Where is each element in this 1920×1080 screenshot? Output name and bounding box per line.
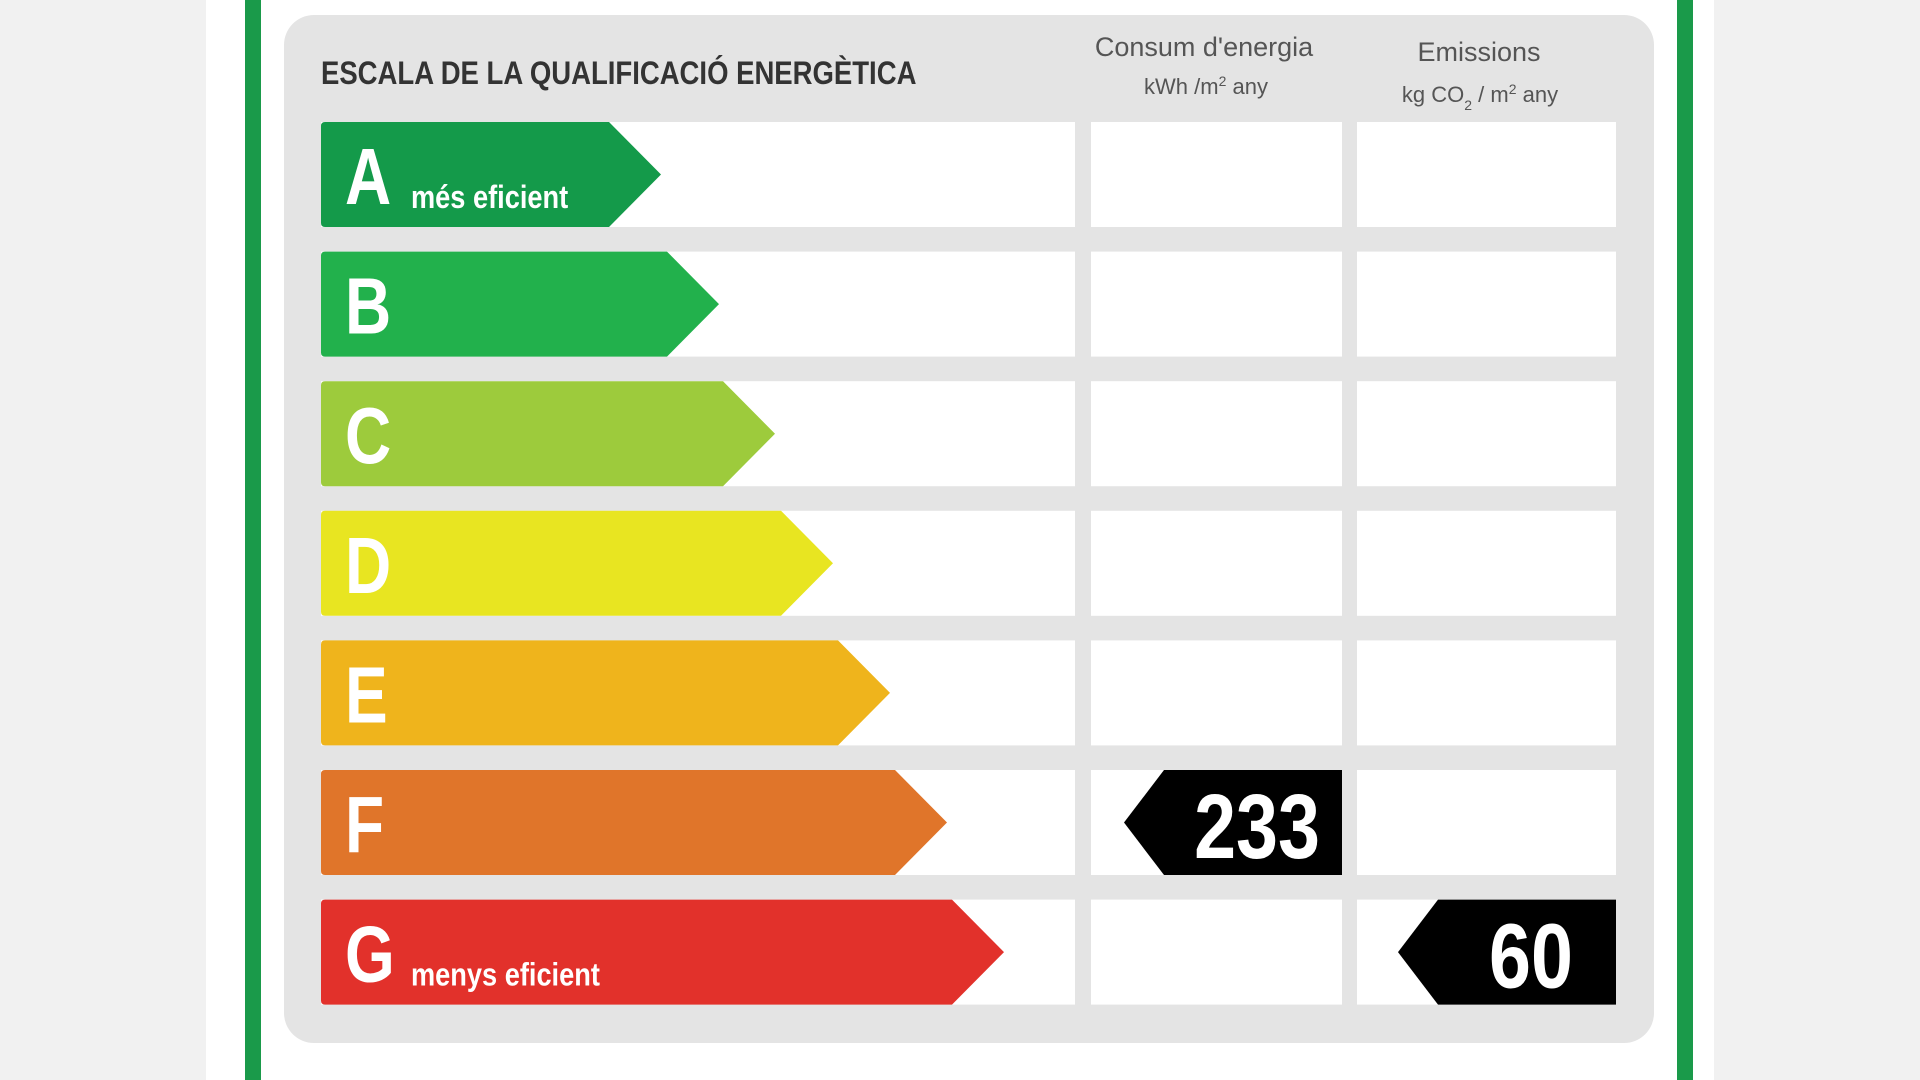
class-arrow bbox=[321, 381, 775, 487]
unit-part: kg CO bbox=[1402, 82, 1464, 107]
cell bbox=[1091, 510, 1342, 616]
cell bbox=[1357, 770, 1616, 875]
column-unit: kWh /m2 any bbox=[1144, 73, 1268, 99]
class-arrow bbox=[321, 251, 719, 357]
cell bbox=[1357, 251, 1616, 357]
class-letter: B bbox=[345, 262, 391, 351]
class-letter: E bbox=[345, 651, 388, 740]
class-letter: D bbox=[345, 521, 391, 610]
class-letter: G bbox=[345, 910, 395, 999]
class-arrow bbox=[321, 122, 661, 227]
cell bbox=[1091, 122, 1342, 227]
green-border bbox=[245, 0, 261, 1080]
class-arrow bbox=[321, 899, 1004, 1005]
class-label: menys eficient bbox=[411, 958, 600, 994]
unit-part: / m bbox=[1472, 82, 1509, 107]
cell bbox=[1357, 122, 1616, 227]
cell bbox=[1091, 640, 1342, 746]
unit-part: any bbox=[1517, 82, 1559, 107]
unit-part: any bbox=[1226, 74, 1268, 99]
rating-marker bbox=[1398, 899, 1616, 1005]
green-border bbox=[1677, 0, 1693, 1080]
unit-part: kWh /m bbox=[1144, 74, 1219, 99]
class-letter: C bbox=[345, 391, 391, 480]
cell bbox=[1357, 510, 1616, 616]
class-letter: A bbox=[345, 132, 391, 221]
rating-marker bbox=[1124, 770, 1342, 875]
cell bbox=[1091, 381, 1342, 487]
column-heading: Emissions bbox=[1417, 37, 1540, 67]
cell bbox=[1091, 251, 1342, 357]
class-arrow bbox=[321, 770, 947, 875]
class-arrow bbox=[321, 640, 890, 746]
cell bbox=[1091, 899, 1342, 1005]
title: ESCALA DE LA QUALIFICACIÓ ENERGÈTICA bbox=[321, 55, 916, 91]
unit-part: 2 bbox=[1219, 73, 1227, 89]
column-heading: Consum d'energia bbox=[1095, 32, 1314, 62]
cell bbox=[1357, 381, 1616, 487]
rating-value: 233 bbox=[1194, 775, 1320, 878]
class-label: més eficient bbox=[411, 180, 568, 216]
unit-part: 2 bbox=[1464, 97, 1472, 113]
rating-value: 60 bbox=[1489, 904, 1573, 1007]
class-arrow bbox=[321, 510, 833, 616]
cell bbox=[1357, 640, 1616, 746]
class-letter: F bbox=[345, 780, 384, 869]
column-unit: kg CO2 / m2 any bbox=[1402, 81, 1558, 113]
unit-part: 2 bbox=[1509, 81, 1517, 97]
